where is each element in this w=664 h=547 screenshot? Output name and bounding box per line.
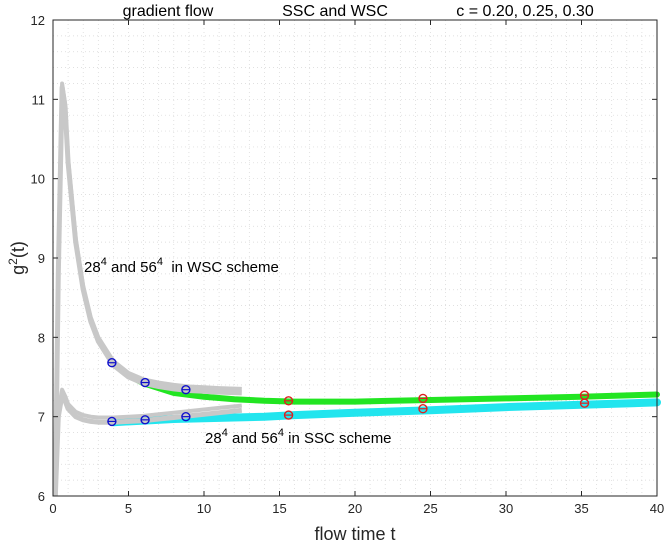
y-tick-label: 9: [38, 251, 45, 266]
y-label-tail: (t): [8, 241, 28, 258]
x-tick-label: 20: [348, 501, 362, 516]
y-tick-label: 7: [38, 410, 45, 425]
x-tick-label: 40: [650, 501, 664, 516]
annotation-wsc: 284 and 564 in WSC scheme: [84, 256, 279, 276]
title-left: gradient flow: [123, 3, 214, 20]
y-tick-label: 8: [38, 330, 45, 345]
x-tick-label: 35: [574, 501, 588, 516]
y-axis-label: g2(t): [6, 241, 28, 275]
y-label-sup: 2: [6, 258, 20, 265]
y-tick-label: 10: [31, 172, 45, 187]
title-middle: SSC and WSC: [282, 3, 388, 20]
x-tick-label: 10: [197, 501, 211, 516]
markers-layer: [107, 358, 590, 427]
x-tick-label: 0: [49, 501, 56, 516]
y-label-g: g: [8, 265, 28, 275]
wsc-gray-band-upper: [53, 81, 242, 493]
x-tick-label: 25: [423, 501, 437, 516]
y-tick-label: 6: [38, 489, 45, 504]
y-tick-label: 11: [32, 92, 46, 107]
x-tick-label: 30: [499, 501, 513, 516]
ticks-layer: 0 5 10 15 20 25 30 35 40 6 7 8 9 10 11 12: [31, 13, 664, 516]
title-right: c = 0.20, 0.25, 0.30: [456, 3, 594, 20]
series-layer: [52, 81, 661, 497]
ssc-gray-band-upper: [53, 387, 243, 492]
y-tick-label: 12: [31, 13, 45, 28]
x-axis-label: flow time t: [314, 524, 395, 544]
x-tick-label: 5: [125, 501, 132, 516]
x-tick-label: 15: [272, 501, 286, 516]
annotation-ssc: 284 and 564 in SSC scheme: [205, 427, 392, 447]
